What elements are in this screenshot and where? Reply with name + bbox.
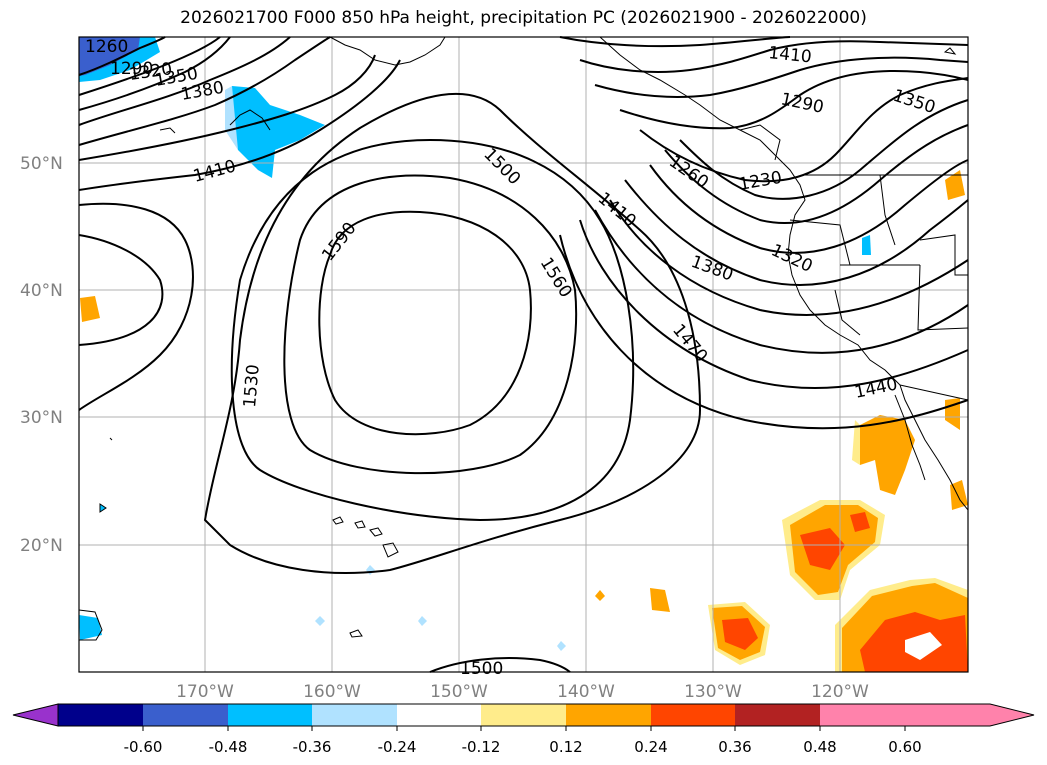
precip-fills xyxy=(79,37,968,672)
colorbar-tick: -0.36 xyxy=(293,738,332,756)
colorbar: -0.60 -0.48 -0.36 -0.24 -0.12 0.12 0.24 … xyxy=(12,703,1035,756)
colorbar-tick: 0.12 xyxy=(549,738,582,756)
contour-label: 1260 xyxy=(85,37,128,57)
colorbar-extend-left xyxy=(12,703,59,727)
colorbar-segment xyxy=(312,704,397,726)
height-contours xyxy=(78,36,969,673)
graticule xyxy=(79,37,968,672)
chart-title: 2026021700 F000 850 hPa height, precipit… xyxy=(180,8,867,28)
contour-label: 1500 xyxy=(479,144,524,189)
lat-label: 30°N xyxy=(20,408,63,428)
contour-label: 1230 xyxy=(737,168,783,195)
contour-label: 1260 xyxy=(665,152,712,193)
lon-labels: 170°W 160°W 150°W 140°W 130°W 120°W xyxy=(176,682,869,702)
colorbar-extend-right xyxy=(905,704,1034,726)
contour-label: 1440 xyxy=(853,374,899,403)
colorbar-tick: -0.24 xyxy=(378,738,417,756)
contour-label: 1410 xyxy=(191,156,238,187)
contour-label: 1410 xyxy=(594,189,640,232)
contour-label: 1410 xyxy=(767,43,812,67)
colorbar-segment xyxy=(58,704,143,726)
lon-label: 160°W xyxy=(303,682,361,702)
contour-label: 1590 xyxy=(318,219,360,265)
lon-label: 120°W xyxy=(811,682,869,702)
neg-anomaly-nw-core xyxy=(79,37,140,76)
colorbar-tick: -0.48 xyxy=(209,738,248,756)
lat-label: 40°N xyxy=(20,281,63,301)
colorbar-tick: 0.60 xyxy=(888,738,921,756)
neg-anomaly-aleutian xyxy=(228,86,325,178)
colorbar-tick: 0.24 xyxy=(634,738,667,756)
lon-label: 150°W xyxy=(430,682,488,702)
map-frame xyxy=(78,36,969,673)
pos-anomaly-baja xyxy=(860,415,915,495)
colorbar-tick: -0.60 xyxy=(124,738,163,756)
contour-label: 1380 xyxy=(688,252,735,286)
lon-label: 130°W xyxy=(684,682,742,702)
colorbar-segment xyxy=(566,704,651,726)
colorbar-segment xyxy=(228,704,312,726)
contour-label: 1290 xyxy=(110,59,153,79)
lat-label: 50°N xyxy=(20,154,63,174)
contour-label: 1500 xyxy=(460,659,503,679)
neg-anomaly-small-1 xyxy=(79,615,102,640)
contour-label: 1560 xyxy=(536,254,576,301)
lat-labels: 50°N 40°N 30°N 20°N xyxy=(20,154,63,556)
lat-label: 20°N xyxy=(20,536,63,556)
colorbar-segment xyxy=(397,704,481,726)
colorbar-segment xyxy=(651,704,735,726)
lon-label: 170°W xyxy=(176,682,234,702)
colorbar-tick: -0.12 xyxy=(462,738,501,756)
lon-label: 140°W xyxy=(557,682,615,702)
colorbar-tick: 0.48 xyxy=(803,738,836,756)
colorbar-segment xyxy=(481,704,566,726)
colorbar-tick: 0.36 xyxy=(718,738,751,756)
colorbar-segment xyxy=(735,704,820,726)
contour-label: 1530 xyxy=(240,364,264,409)
neg-anomaly-small-2 xyxy=(862,235,871,255)
contour-label: 1290 xyxy=(779,89,825,118)
contour-label: 1350 xyxy=(890,86,937,118)
colorbar-segment xyxy=(143,704,228,726)
colorbar-segment xyxy=(820,704,905,726)
